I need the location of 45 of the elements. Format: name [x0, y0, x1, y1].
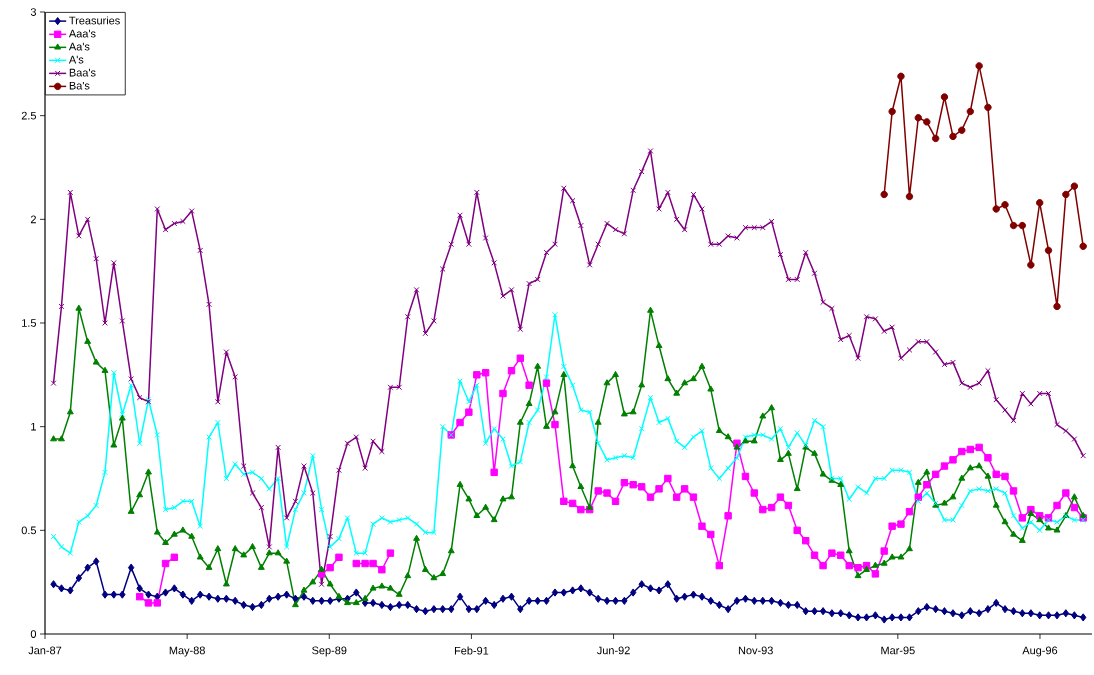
legend-label: Aa's — [68, 42, 90, 51]
y-tick-label: 1 — [31, 422, 36, 431]
point — [949, 132, 957, 141]
point — [897, 72, 905, 80]
legend-label: Treasuries — [69, 16, 120, 25]
legend-label: A's — [68, 55, 84, 64]
legend-label: Aaa's — [68, 29, 96, 38]
y-tick-label: 2.5 — [21, 111, 37, 120]
x-tick-label: Mar-95 — [881, 646, 915, 655]
point — [1053, 302, 1061, 311]
point — [880, 190, 888, 199]
point — [914, 114, 922, 122]
x-tick-label: Feb-91 — [454, 646, 489, 655]
y-tick-label: 1.5 — [22, 319, 37, 327]
legend-label: Baa's — [69, 68, 96, 77]
point — [905, 192, 914, 201]
point — [992, 205, 1000, 213]
point — [1027, 261, 1035, 269]
point — [975, 62, 983, 70]
point — [1079, 242, 1087, 250]
point — [984, 103, 992, 112]
y-tick-label: 0.5 — [21, 526, 37, 535]
x-tick-label: Sep-89 — [312, 646, 347, 657]
point — [966, 107, 975, 116]
x-tick-label: Aug-96 — [1022, 646, 1058, 657]
point — [1062, 190, 1070, 199]
point — [958, 126, 966, 134]
point — [1044, 246, 1053, 255]
x-tick-label: May-88 — [169, 646, 205, 657]
x-tick-label: Nov-93 — [738, 646, 773, 655]
point — [923, 118, 931, 126]
point — [888, 107, 896, 116]
y-tick-label: 2 — [30, 215, 36, 224]
point — [1035, 199, 1044, 207]
y-tick-label: 3 — [30, 8, 36, 16]
y-tick-label: 0 — [30, 630, 37, 638]
point — [1001, 201, 1009, 209]
legend-label: Ba's — [69, 81, 90, 90]
point — [940, 93, 949, 101]
point — [1018, 221, 1027, 230]
x-tick-label: Jun-92 — [596, 646, 630, 655]
x-tick-label: Jan-87 — [28, 646, 62, 655]
point — [931, 134, 940, 143]
point — [1009, 221, 1018, 230]
point — [1070, 182, 1079, 190]
